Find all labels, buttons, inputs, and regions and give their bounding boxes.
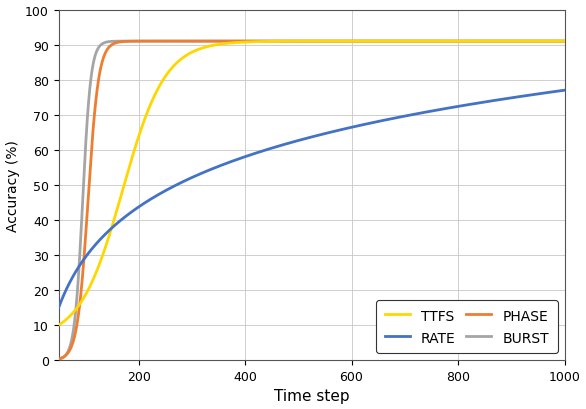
- BURST: [454, 40, 461, 45]
- RATE: [454, 105, 461, 110]
- Line: TTFS: TTFS: [59, 42, 564, 325]
- TTFS: [546, 40, 553, 45]
- BURST: [301, 40, 308, 45]
- TTFS: [546, 40, 553, 45]
- RATE: [81, 256, 88, 261]
- BURST: [55, 357, 62, 362]
- BURST: [288, 40, 295, 45]
- Line: BURST: BURST: [59, 42, 564, 360]
- RATE: [55, 306, 62, 310]
- BURST: [230, 40, 237, 45]
- PHASE: [288, 40, 295, 45]
- BURST: [81, 163, 88, 168]
- PHASE: [55, 357, 62, 362]
- TTFS: [301, 40, 308, 45]
- TTFS: [81, 294, 88, 299]
- BURST: [546, 40, 553, 45]
- PHASE: [280, 40, 287, 45]
- BURST: [561, 40, 568, 45]
- TTFS: [561, 40, 568, 45]
- PHASE: [454, 40, 461, 45]
- BURST: [547, 40, 554, 45]
- TTFS: [55, 323, 62, 328]
- Line: RATE: RATE: [59, 91, 564, 308]
- TTFS: [288, 40, 295, 45]
- PHASE: [547, 40, 554, 45]
- RATE: [546, 90, 553, 95]
- RATE: [561, 88, 568, 93]
- TTFS: [454, 40, 461, 45]
- PHASE: [301, 40, 308, 45]
- PHASE: [561, 40, 568, 45]
- Y-axis label: Accuracy (%): Accuracy (%): [5, 139, 19, 231]
- PHASE: [546, 40, 553, 45]
- PHASE: [81, 249, 88, 254]
- Legend: TTFS, RATE, PHASE, BURST: TTFS, RATE, PHASE, BURST: [376, 301, 557, 353]
- RATE: [301, 137, 308, 142]
- RATE: [546, 90, 553, 95]
- X-axis label: Time step: Time step: [274, 389, 349, 403]
- RATE: [288, 141, 295, 146]
- Line: PHASE: PHASE: [59, 42, 564, 359]
